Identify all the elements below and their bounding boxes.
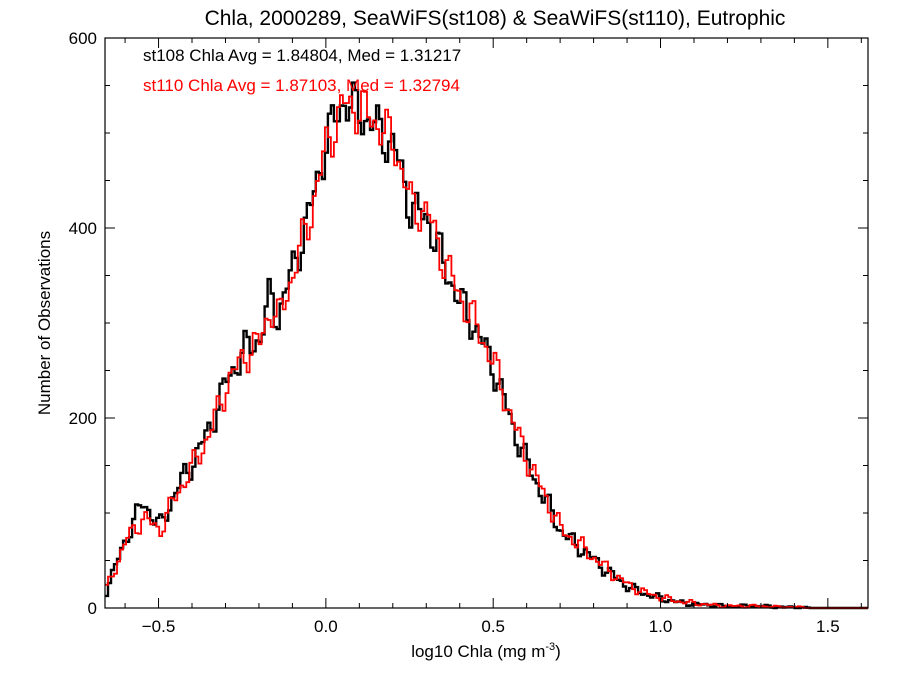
tick-layer: −0.5 0.0 0.5 1.0 1.5 0 200 400 600: [69, 29, 868, 636]
histogram-series-1: [105, 81, 868, 610]
y-tick-label: 200: [69, 409, 97, 428]
x-tick-label: −0.5: [142, 617, 176, 636]
x-tick-label: 1.5: [816, 617, 840, 636]
series-layer: [105, 81, 868, 610]
chart-title: Chla, 2000289, SeaWiFS(st108) & SeaWiFS(…: [205, 7, 786, 30]
stat-annotation-st108: st108 Chla Avg = 1.84804, Med = 1.31217: [143, 46, 461, 65]
y-tick-label: 400: [69, 219, 97, 238]
y-axis-label: Number of Observations: [35, 231, 54, 415]
y-tick-label: 600: [69, 29, 97, 48]
x-axis-label-end: ): [555, 642, 561, 661]
x-tick-label: 0.0: [314, 617, 338, 636]
x-axis-label-main: log10 Chla (mg m: [411, 642, 545, 661]
stat-annotation-st110: st110 Chla Avg = 1.87103, Med = 1.32794: [143, 76, 460, 95]
histogram-series-2: [105, 90, 868, 609]
x-tick-label: 0.5: [481, 617, 505, 636]
y-tick-label: 0: [88, 599, 97, 618]
x-axis-label: log10 Chla (mg m-3): [411, 641, 561, 661]
x-axis-label-superscript: -3: [545, 641, 555, 653]
x-tick-label: 1.0: [649, 617, 673, 636]
plot-frame: [104, 37, 869, 609]
